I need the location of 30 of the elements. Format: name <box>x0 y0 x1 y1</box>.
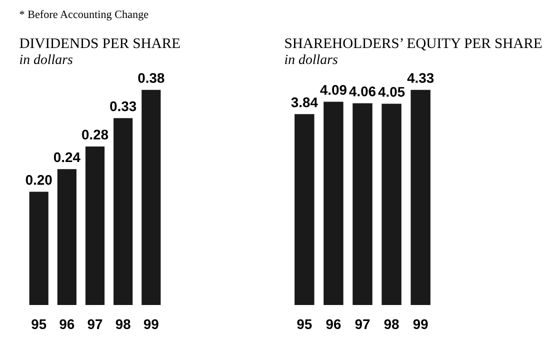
bar <box>29 192 48 305</box>
chart-title: DIVIDENDS PER SHARE <box>20 38 180 48</box>
bar <box>142 90 161 305</box>
data-label: 4.05 <box>378 86 405 97</box>
chart-subtitle: in dollars <box>285 54 338 64</box>
data-label: 4.09 <box>320 85 346 95</box>
text: * Before Accounting Change <box>20 10 148 20</box>
bar <box>57 169 76 305</box>
x-tick-label: 95 <box>32 319 46 330</box>
data-label: 4.06 <box>349 86 376 96</box>
bar <box>114 118 133 305</box>
x-tick-label: 99 <box>413 319 428 330</box>
data-label: 0.33 <box>110 101 136 112</box>
x-tick-label: 99 <box>144 319 158 330</box>
data-label: 0.20 <box>26 175 52 185</box>
data-label: 0.24 <box>54 152 80 162</box>
bar <box>85 146 105 305</box>
x-tick-label: 97 <box>355 319 370 330</box>
x-tick-label: 95 <box>297 319 312 330</box>
x-tick-label: 96 <box>326 319 341 330</box>
x-tick-label: 98 <box>116 319 130 330</box>
data-label: 0.38 <box>138 73 164 83</box>
data-label: 3.84 <box>291 97 318 108</box>
x-tick-label: 96 <box>60 319 74 330</box>
data-label: 4.33 <box>407 73 434 83</box>
x-tick-label: 98 <box>384 319 399 330</box>
chart-subtitle: in dollars <box>20 54 72 64</box>
chart-title: SHAREHOLDERS’ EQUITY PER SHARE <box>285 38 542 50</box>
x-tick-label: 97 <box>88 319 102 330</box>
data-label: 0.28 <box>82 130 108 140</box>
